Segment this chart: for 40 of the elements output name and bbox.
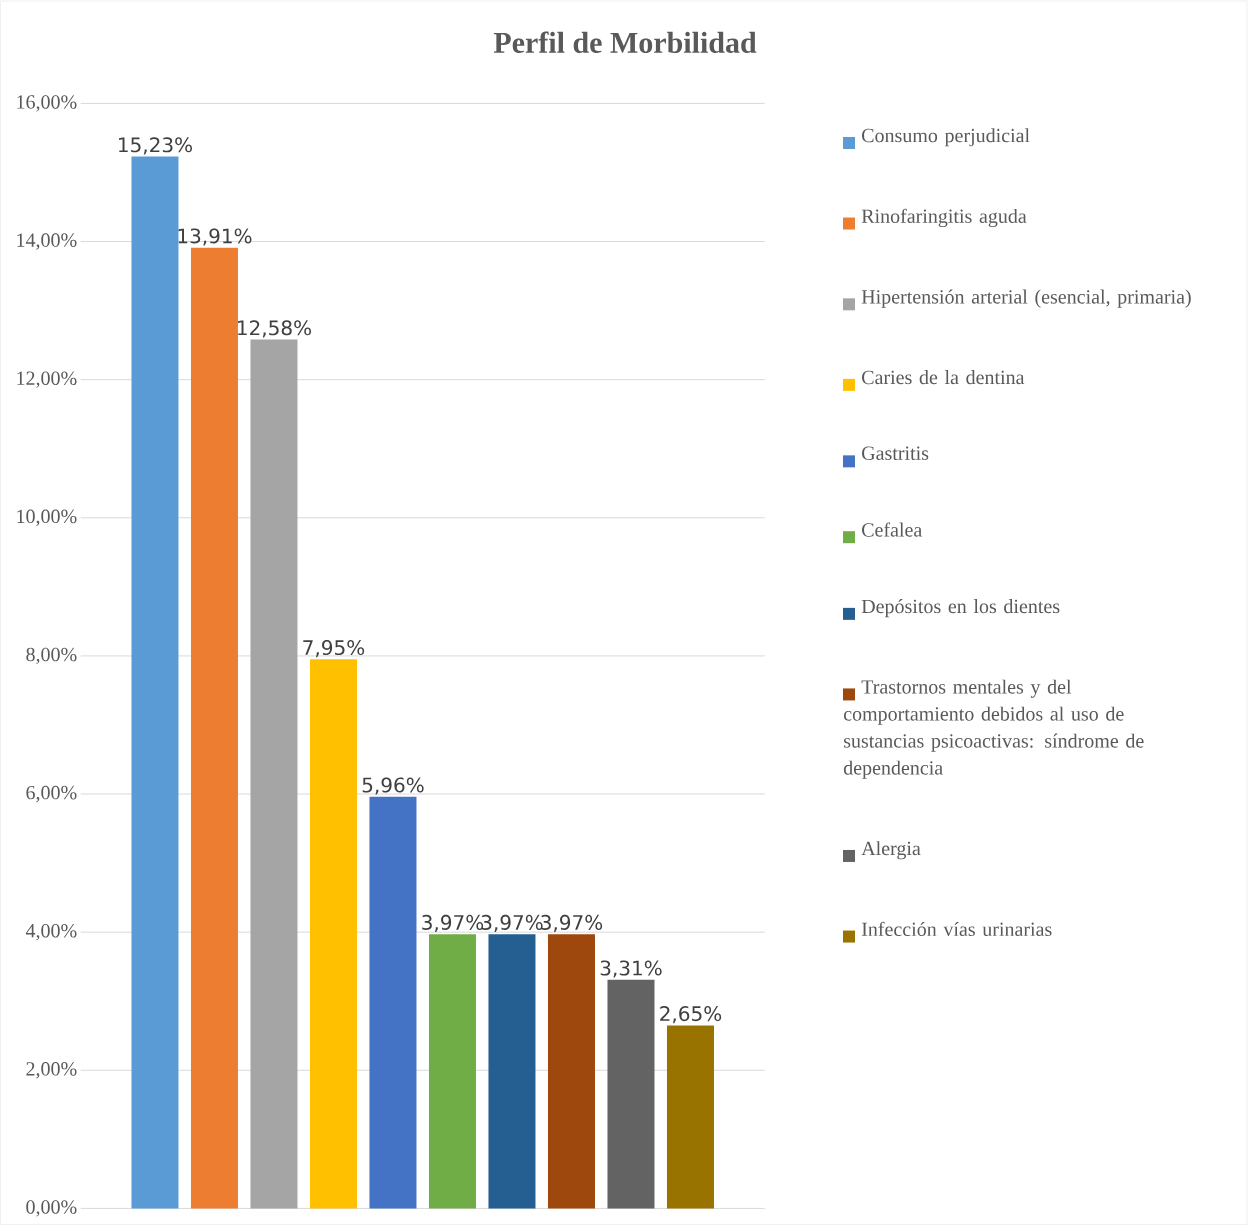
y-tick-label: 14,00% xyxy=(17,233,77,250)
data-label: 3,97% xyxy=(541,914,603,933)
data-label: 3,97% xyxy=(422,914,484,933)
bar xyxy=(607,979,655,1209)
bar xyxy=(309,659,357,1209)
data-label: 3,97% xyxy=(481,914,543,933)
bar xyxy=(488,934,536,1209)
y-tick-label: 6,00% xyxy=(26,785,77,803)
bar xyxy=(666,1025,714,1209)
y-tick-label: 2,00% xyxy=(26,1062,77,1079)
legend-label: Infección vías urinarias xyxy=(861,921,1052,937)
bar xyxy=(131,156,179,1209)
legend-label: Consumo perjudicial xyxy=(862,128,1030,147)
data-label: 12,58% xyxy=(238,320,311,338)
data-label: 3,31% xyxy=(600,960,662,978)
legend-label: Gastritis xyxy=(862,446,929,460)
data-label: 2,65% xyxy=(660,1006,722,1024)
y-tick-label: 0,00% xyxy=(26,1200,77,1217)
legend-label: Depósitos en los dientes xyxy=(861,599,1060,618)
bar xyxy=(190,247,238,1209)
legend-label: Cefalea xyxy=(862,522,923,537)
bar xyxy=(369,796,417,1209)
legend-label: Alergia xyxy=(861,841,921,860)
data-label: 13,91% xyxy=(178,228,252,246)
legend-label: Caries de la dentina xyxy=(862,370,1025,385)
legend-label: Rinofaringitis aguda xyxy=(861,208,1027,228)
legend-label: Hipertensión arterial (esencial, primaria) xyxy=(861,289,1191,308)
y-tick-label: 8,00% xyxy=(26,647,77,665)
bar xyxy=(428,934,476,1209)
data-label: 5,96% xyxy=(362,777,424,795)
y-tick-label: 10,00% xyxy=(17,509,77,526)
data-label: 7,95% xyxy=(303,640,365,658)
bar xyxy=(250,339,298,1209)
data-label: 15,23% xyxy=(119,137,192,155)
y-tick-label: 4,00% xyxy=(25,923,77,941)
bar xyxy=(547,934,595,1209)
y-tick-label: 16,00% xyxy=(17,95,77,112)
y-tick-label: 12,00% xyxy=(17,371,77,388)
legend-label: Trastornos mentales y del comportamiento debidos al uso de sustancias psicoactivas: síndrome de dependencia xyxy=(843,679,1144,779)
chart-title: Perfil de Morbilidad xyxy=(493,31,757,53)
